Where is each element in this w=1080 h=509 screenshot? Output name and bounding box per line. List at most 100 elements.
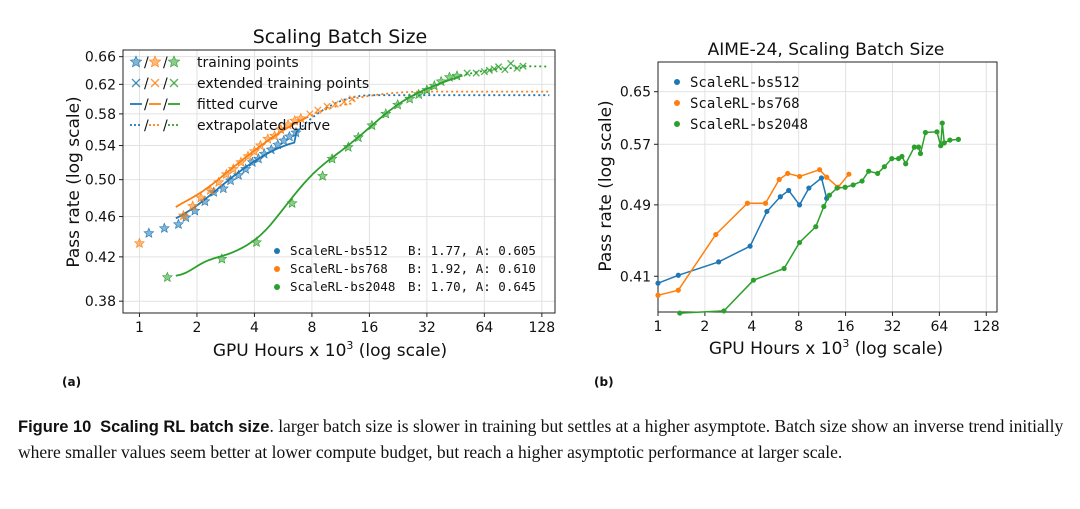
legend-swatch — [674, 100, 680, 106]
data-point-scalerl-bs2048 — [834, 185, 840, 191]
training-point-scalerl-bs2048 — [342, 141, 354, 152]
extended-point-scalerl-bs768 — [348, 95, 356, 103]
extrapolated-curve-scalerl-bs512 — [297, 94, 550, 131]
training-point-scalerl-bs768 — [235, 156, 247, 167]
data-point-scalerl-bs2048 — [859, 178, 865, 184]
legend-star-icon — [167, 55, 181, 68]
data-point-scalerl-bs768 — [824, 174, 830, 180]
training-point-scalerl-bs2048 — [286, 197, 298, 208]
data-point-scalerl-bs2048 — [866, 168, 872, 174]
series-line-scalerl-bs2048 — [679, 123, 959, 314]
training-point-scalerl-bs768 — [195, 191, 207, 203]
series-legend-name: ScaleRL-bs768 — [290, 261, 388, 276]
x-tick-label: 32 — [418, 320, 436, 336]
training-point-scalerl-bs512 — [232, 169, 244, 180]
data-point-scalerl-bs2048 — [939, 120, 945, 126]
extended-point-scalerl-bs2048 — [463, 69, 471, 77]
x-tick-label: 4 — [747, 319, 756, 335]
extended-point-scalerl-bs2048 — [490, 65, 498, 73]
y-tick-label: 0.42 — [85, 250, 116, 266]
data-point-scalerl-bs768 — [776, 176, 782, 183]
x-tick-label: 64 — [475, 320, 493, 336]
training-point-scalerl-bs2048 — [216, 253, 228, 264]
fitted-curve-scalerl-bs2048 — [175, 75, 461, 277]
style-legend-label: extended training points — [197, 76, 369, 92]
extended-point-scalerl-bs2048 — [501, 65, 509, 74]
extended-point-scalerl-bs768 — [323, 102, 331, 110]
legend-separator: / — [144, 76, 149, 92]
legend-separator: / — [163, 118, 168, 134]
legend-entry: ScaleRL-bs2048 — [674, 117, 808, 133]
legend-cross-icon — [169, 78, 179, 88]
data-point-scalerl-bs768 — [796, 173, 803, 180]
training-point-scalerl-bs768 — [282, 118, 294, 130]
y-tick-label: 0.49 — [620, 198, 651, 214]
training-point-scalerl-bs512 — [258, 148, 270, 159]
x-tick-label: 8 — [307, 320, 316, 336]
style-legend-entry: / / extended training points — [131, 76, 369, 92]
y-tick-label: 0.58 — [85, 107, 116, 123]
extended-point-scalerl-bs2048 — [513, 64, 521, 72]
x-tick-label: 2 — [700, 319, 709, 335]
extended-point-scalerl-bs2048 — [519, 62, 527, 70]
extended-point-scalerl-bs768 — [306, 110, 314, 118]
data-point-scalerl-bs2048 — [821, 203, 827, 210]
data-point-scalerl-bs2048 — [750, 277, 757, 283]
x-tick-label: 32 — [884, 319, 902, 335]
training-point-scalerl-bs2048 — [451, 70, 463, 81]
data-point-scalerl-bs768 — [713, 231, 719, 238]
x-tick-label: 16 — [837, 319, 855, 335]
legend-separator: / — [163, 76, 168, 92]
data-point-scalerl-bs512 — [796, 202, 803, 208]
panel-b-label: (b) — [594, 375, 614, 389]
data-point-scalerl-bs512 — [777, 194, 783, 200]
style-legend-entry: / / fitted curve — [130, 97, 278, 113]
data-point-scalerl-bs2048 — [922, 129, 929, 136]
training-point-scalerl-bs2048 — [326, 153, 338, 164]
data-point-scalerl-bs512 — [716, 259, 722, 265]
training-point-scalerl-bs768 — [275, 123, 287, 135]
series-legend-name: ScaleRL-bs512 — [290, 243, 388, 258]
legend-swatch — [674, 121, 680, 127]
extended-point-scalerl-bs2048 — [507, 59, 515, 68]
legend-separator: / — [144, 55, 149, 71]
data-point-scalerl-bs768 — [817, 167, 823, 173]
caption-text: . larger batch size is slower in trainin… — [18, 416, 1064, 462]
series-legend-entry: ScaleRL-bs512 B: 1.77, A: 0.605 — [274, 243, 536, 258]
training-point-scalerl-bs2048 — [413, 88, 425, 100]
style-legend-entry: / / extrapolated curve — [130, 118, 330, 134]
chart-a-x-ticks: 1 2 4 8 16 32 64 128 — [135, 313, 555, 336]
training-point-scalerl-bs768 — [187, 200, 199, 211]
data-point-scalerl-bs2048 — [934, 129, 940, 135]
chart-a-marks — [133, 59, 527, 283]
chart-a-title: Scaling Batch Size — [253, 26, 428, 48]
training-point-scalerl-bs768 — [213, 176, 225, 187]
training-point-scalerl-bs2048 — [392, 99, 404, 110]
extended-point-scalerl-bs768 — [340, 98, 348, 106]
training-point-scalerl-bs512 — [225, 174, 237, 186]
training-point-scalerl-bs2048 — [435, 75, 447, 87]
y-tick-label: 0.41 — [620, 269, 651, 285]
series-legend-params: B: 1.77, A: 0.605 — [408, 243, 536, 258]
x-tick-label: 2 — [192, 320, 201, 336]
legend-separator: / — [163, 55, 168, 71]
legend-cross-icon — [131, 78, 141, 88]
extended-point-scalerl-bs768 — [331, 100, 339, 108]
training-point-scalerl-bs2048 — [161, 271, 173, 283]
chart-b-x-ticks: 1 2 4 8 16 32 64 128 — [654, 312, 1000, 335]
caption-title: Scaling RL batch size — [100, 418, 270, 436]
legend-entry: ScaleRL-bs512 — [674, 75, 800, 91]
style-legend-label: extrapolated curve — [197, 118, 330, 134]
legend-swatch — [674, 79, 680, 85]
data-point-scalerl-bs2048 — [875, 170, 881, 177]
training-point-scalerl-bs2048 — [250, 236, 262, 248]
data-point-scalerl-bs512 — [764, 208, 770, 215]
y-tick-label: 0.50 — [85, 173, 116, 189]
legend-label: ScaleRL-bs2048 — [690, 117, 808, 133]
y-tick-label: 0.66 — [85, 50, 116, 66]
series-legend-entry: ScaleRL-bs768 B: 1.92, A: 0.610 — [274, 261, 536, 276]
x-tick-label: 16 — [360, 320, 378, 336]
data-point-scalerl-bs2048 — [842, 184, 848, 190]
y-tick-label: 0.38 — [85, 294, 116, 310]
style-legend-label: training points — [197, 55, 299, 71]
